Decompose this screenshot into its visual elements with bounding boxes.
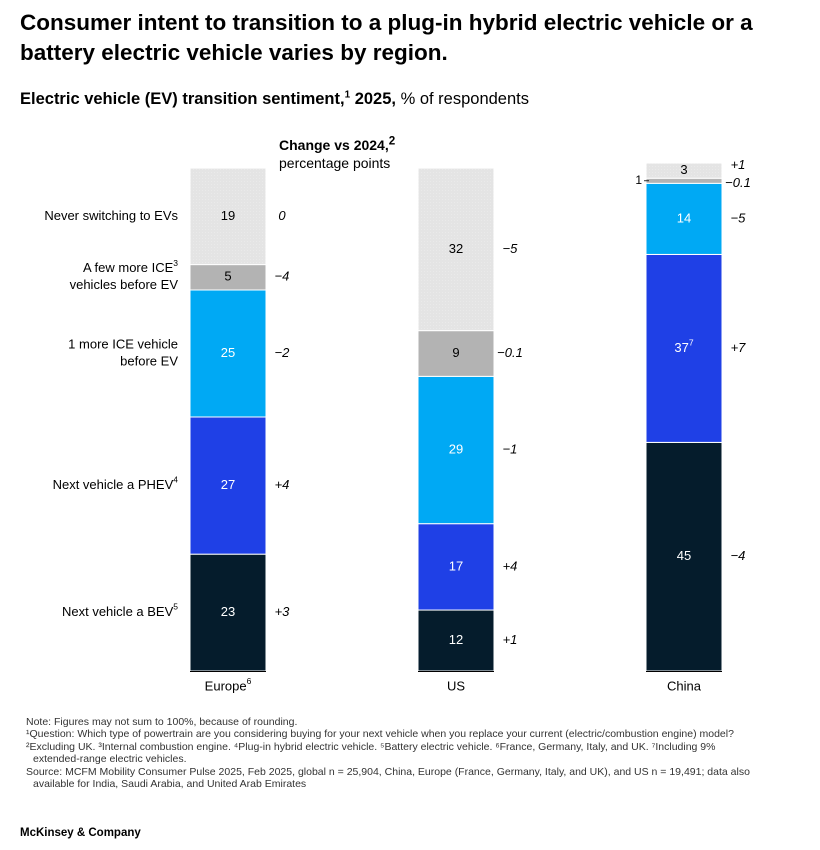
value-label-europe-next-vehicle-a-bev: 23 xyxy=(221,604,235,619)
note-line: ¹Question: Which type of powertrain are … xyxy=(26,728,734,741)
note-line: Note: Figures may not sum to 100%, becau… xyxy=(26,716,298,728)
bar-europe-a-few-more-ice-vehicles-before-ev xyxy=(189,264,267,291)
bar-us-next-vehicle-a-bev xyxy=(417,609,495,672)
bar-us-never-switching-to-evs xyxy=(417,167,495,332)
bar-europe-next-vehicle-a-phev xyxy=(189,416,267,555)
value-label-us-next-vehicle-a-phev: 17 xyxy=(449,558,463,573)
bar-china-next-vehicle-a-bev xyxy=(645,441,723,672)
change-label-us-never-switching-to-evs: −5 xyxy=(503,241,519,256)
change-label-us-a-few-more-ice-vehicles-before-ev: −0.1 xyxy=(497,345,523,360)
bar-china-never-switching-to-evs xyxy=(645,162,723,179)
chart-subtitle: Electric vehicle (EV) transition sentime… xyxy=(20,90,529,109)
x-tick-label-china: China xyxy=(667,678,702,693)
note-line: Source: MCFM Mobility Consumer Pulse 202… xyxy=(26,765,750,778)
value-label-us-1-more-ice-vehicle-before-ev: 29 xyxy=(449,441,463,456)
change-label-europe-a-few-more-ice-vehicles-before-ev: −4 xyxy=(275,269,290,284)
bar-europe-never-switching-to-evs xyxy=(189,167,267,266)
series-label-next-vehicle-a-bev: Next vehicle a BEV5 xyxy=(62,602,178,619)
note-line: ²Excluding UK. ³Internal combustion engi… xyxy=(26,740,716,753)
change-label-us-1-more-ice-vehicle-before-ev: −1 xyxy=(503,441,518,456)
bar-europe-next-vehicle-a-bev xyxy=(189,553,267,672)
value-label-europe-next-vehicle-a-phev: 27 xyxy=(221,477,235,492)
bar-china-a-few-more-ice-vehicles-before-ev xyxy=(645,177,723,184)
change-label-us-next-vehicle-a-bev: +1 xyxy=(503,632,518,647)
value-label-europe-a-few-more-ice-vehicles-before-ev: 5 xyxy=(224,269,231,284)
series-label-a-few-more-ice-vehicles-before-ev: vehicles before EV xyxy=(70,277,179,292)
value-label-us-next-vehicle-a-bev: 12 xyxy=(449,632,463,647)
value-label-us-a-few-more-ice-vehicles-before-ev: 9 xyxy=(452,345,459,360)
change-label-china-a-few-more-ice-vehicles-before-ev: −0.1 xyxy=(725,175,751,190)
stacked-bar-chart: 23 +3 Next vehicle a BEV5 27 +4 Next vehicle … xyxy=(44,157,751,693)
change-label-china-next-vehicle-a-bev: −4 xyxy=(731,548,746,563)
x-tick-label-europe: Europe6 xyxy=(205,676,252,693)
series-label-never-switching-to-evs: Never switching to EVs xyxy=(44,208,178,223)
series-label-a-few-more-ice-vehicles-before-ev: A few more ICE3 xyxy=(83,258,178,275)
change-label-europe-next-vehicle-a-phev: +4 xyxy=(275,477,290,492)
value-label-europe-never-switching-to-evs: 19 xyxy=(221,208,235,223)
bar-us-a-few-more-ice-vehicles-before-ev xyxy=(417,330,495,377)
series-label-1-more-ice-vehicle-before-ev: before EV xyxy=(120,353,178,368)
value-label-china-a-few-more-ice-vehicles-before-ev: 1 xyxy=(635,173,642,187)
change-label-europe-1-more-ice-vehicle-before-ev: −2 xyxy=(275,345,291,360)
note-line: extended-range electric vehicles. xyxy=(33,753,187,766)
value-label-europe-1-more-ice-vehicle-before-ev: 25 xyxy=(221,345,235,360)
change-label-china-never-switching-to-evs: +1 xyxy=(731,157,746,172)
series-label-next-vehicle-a-phev: Next vehicle a PHEV4 xyxy=(53,475,179,492)
value-label-china-never-switching-to-evs: 3 xyxy=(680,162,687,177)
series-label-1-more-ice-vehicle-before-ev: 1 more ICE vehicle xyxy=(68,336,178,351)
note-line: available for India, Saudi Arabia, and U… xyxy=(33,778,307,791)
footnotes: Note: Figures may not sum to 100%, becau… xyxy=(26,716,796,790)
change-label-china-next-vehicle-a-phev: +7 xyxy=(731,340,747,355)
change-label-china-1-more-ice-vehicle-before-ev: −5 xyxy=(731,210,747,225)
subtitle-unit: % of respondents xyxy=(395,90,529,108)
bar-china-1-more-ice-vehicle-before-ev xyxy=(645,182,723,255)
change-label-europe-never-switching-to-evs: 0 xyxy=(278,208,286,223)
bar-us-1-more-ice-vehicle-before-ev xyxy=(417,375,495,525)
bar-europe-1-more-ice-vehicle-before-ev xyxy=(189,289,267,418)
value-label-us-never-switching-to-evs: 32 xyxy=(449,241,463,256)
x-tick-label-us: US xyxy=(447,678,465,693)
subtitle-bold: Electric vehicle (EV) transition sentime… xyxy=(20,89,396,108)
value-label-china-next-vehicle-a-bev: 45 xyxy=(677,548,691,563)
change-label-us-next-vehicle-a-phev: +4 xyxy=(503,558,518,573)
chart-title: Consumer intent to transition to a plug-… xyxy=(20,10,753,65)
change-header: Change vs 2024,2 percentage points xyxy=(279,134,396,171)
bar-china-next-vehicle-a-phev xyxy=(645,253,723,443)
change-label-europe-next-vehicle-a-bev: +3 xyxy=(275,604,291,619)
brand-logo-text: McKinsey & Company xyxy=(20,827,141,839)
value-label-china-1-more-ice-vehicle-before-ev: 14 xyxy=(677,210,691,225)
